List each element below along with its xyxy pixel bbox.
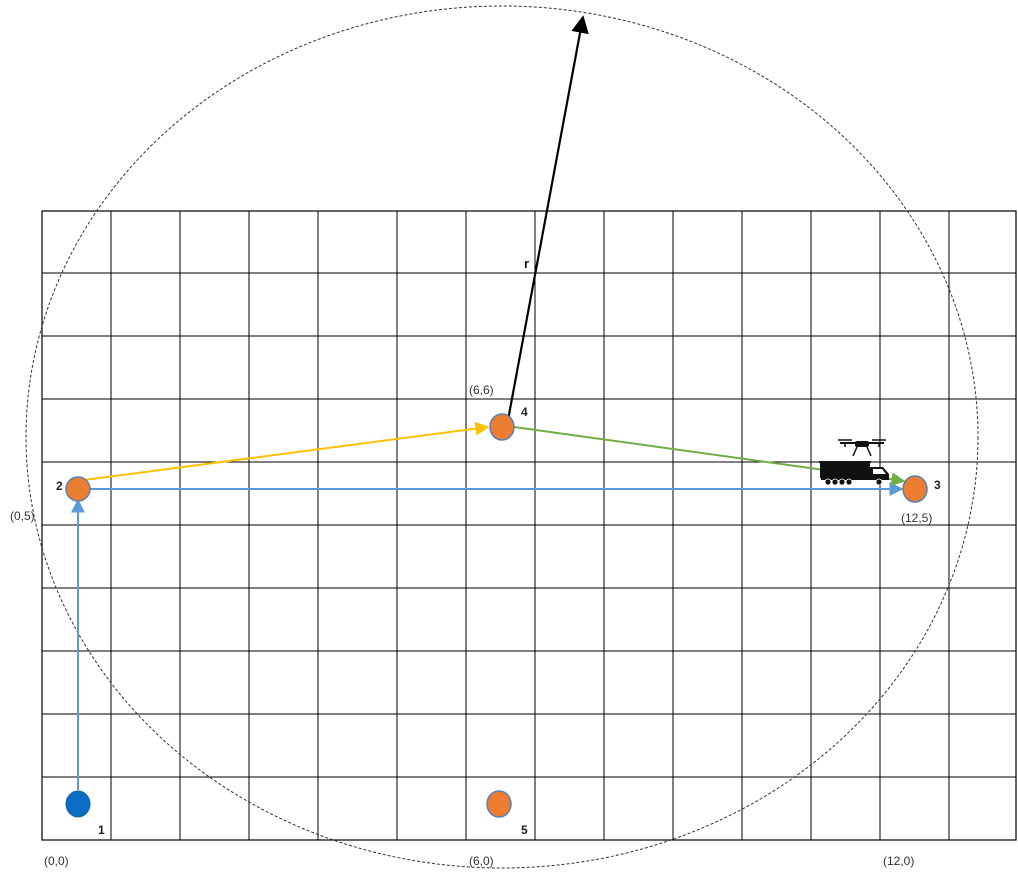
coord-label-6-6: (6,6) xyxy=(469,383,494,397)
node-2-label: 2 xyxy=(56,479,63,493)
coord-label-12-0: (12,0) xyxy=(883,854,914,868)
node-3-label: 3 xyxy=(934,478,941,492)
node-2 xyxy=(65,476,91,502)
drone-icon xyxy=(838,439,886,457)
node-5 xyxy=(486,790,512,818)
radius-label: r xyxy=(524,256,529,271)
radius-arrow xyxy=(506,15,589,421)
route-2-to-4 xyxy=(83,421,490,481)
grid-horizontal-lines xyxy=(42,272,1016,778)
coverage-circle xyxy=(25,5,979,869)
node-1 xyxy=(65,790,91,818)
grid xyxy=(41,210,1017,841)
node-1-label: 1 xyxy=(98,823,105,837)
node-3 xyxy=(902,475,928,503)
coord-label-6-0: (6,0) xyxy=(469,854,494,868)
truck-icon xyxy=(819,461,889,486)
coord-label-0-0: (0,0) xyxy=(44,854,69,868)
coord-label-0-5: (0,5) xyxy=(10,509,35,523)
node-5-label: 5 xyxy=(521,823,528,837)
coord-label-12-5: (12,5) xyxy=(901,511,932,525)
node-4-label: 4 xyxy=(521,405,528,419)
node-4 xyxy=(489,413,515,441)
